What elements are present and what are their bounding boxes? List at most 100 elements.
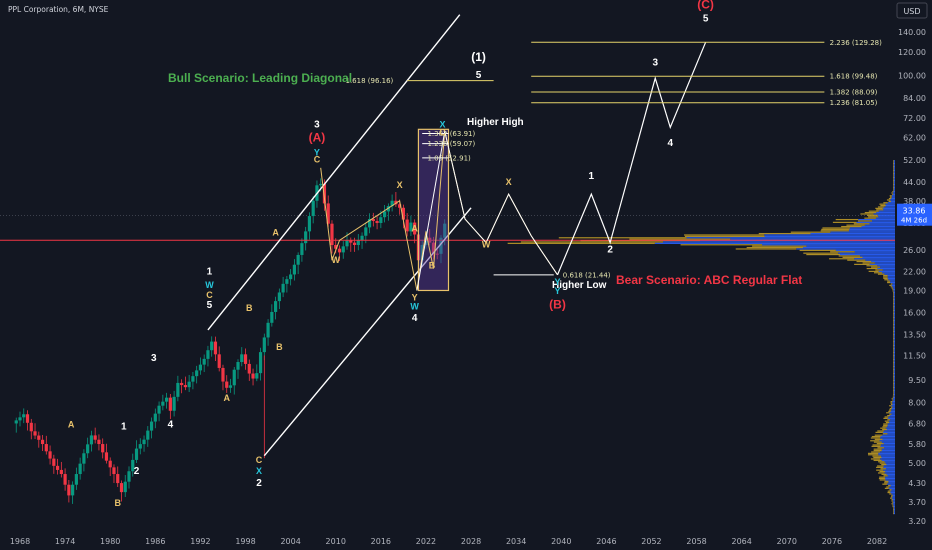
volume-profile-bar <box>875 217 895 219</box>
volume-profile-bar <box>849 228 895 230</box>
y-tick-label: 13.50 <box>903 331 926 340</box>
wave-label: 4 <box>168 419 174 430</box>
volume-profile-bar <box>876 209 884 211</box>
volume-profile-bar <box>867 452 879 454</box>
volume-profile-bar <box>829 258 855 260</box>
volume-profile-bar <box>893 183 895 186</box>
volume-profile-bar <box>892 403 895 405</box>
volume-profile-bar <box>893 386 895 389</box>
candle-body <box>67 484 71 496</box>
volume-profile-bar <box>893 372 894 375</box>
volume-profile-bar <box>893 165 894 167</box>
volume-profile-bar <box>871 260 895 263</box>
volume-profile-bar <box>893 165 895 167</box>
wave-label: (B) <box>549 298 566 312</box>
volume-profile-bar <box>893 328 895 330</box>
candle-body <box>439 237 443 254</box>
volume-profile-bar <box>892 290 894 292</box>
volume-profile-bar <box>881 449 895 452</box>
candle-body <box>281 283 285 293</box>
volume-profile-bar <box>888 480 895 482</box>
volume-profile-bar <box>893 329 895 331</box>
volume-profile-bar <box>885 477 895 480</box>
candle-body <box>74 474 78 485</box>
volume-profile-bar <box>893 179 894 181</box>
volume-profile-bar <box>893 396 895 398</box>
volume-profile-bar <box>752 245 807 247</box>
volume-profile-bar <box>893 164 894 166</box>
volume-profile-bar <box>893 322 894 324</box>
y-tick-label: 100.00 <box>898 72 926 81</box>
volume-profile-bar <box>889 493 892 495</box>
fib-level-label: 1.618 (96.16) <box>346 77 394 85</box>
volume-profile-bar <box>860 255 895 257</box>
y-tick-label: 62.00 <box>903 133 926 142</box>
volume-profile-bar <box>893 322 895 324</box>
candle-body <box>322 183 327 204</box>
volume-profile-bar <box>893 377 895 379</box>
volume-profile-bar <box>870 437 881 439</box>
volume-profile-bar <box>848 230 895 232</box>
volume-profile-bar <box>883 277 888 279</box>
volume-profile-bar <box>887 281 891 284</box>
volume-profile-bar <box>893 335 894 337</box>
wave-label: X <box>256 466 262 476</box>
y-tick-label: 26.00 <box>903 246 926 255</box>
volume-profile-bar <box>893 372 895 375</box>
wave-label: Y <box>314 147 320 157</box>
volume-profile-bar <box>893 364 894 366</box>
volume-profile-bar <box>893 172 895 174</box>
volume-profile-bar <box>854 251 895 253</box>
volume-profile-bar <box>893 175 895 177</box>
volume-profile-bar <box>893 193 895 195</box>
volume-profile-bar <box>835 249 895 251</box>
volume-profile-bar <box>893 347 895 349</box>
volume-profile-bar <box>893 358 894 361</box>
volume-profile-bar <box>866 265 878 267</box>
x-tick-label: 1998 <box>235 537 255 546</box>
volume-profile-bar <box>893 391 894 393</box>
volume-profile-bar <box>882 428 888 431</box>
volume-profile-bar <box>877 430 885 432</box>
volume-profile-bar <box>890 402 893 404</box>
wave-label: 2 <box>134 466 140 477</box>
volume-profile-bar <box>893 358 895 361</box>
y-tick-label: 22.00 <box>903 267 926 276</box>
volume-profile-bar <box>893 315 895 317</box>
candle-body <box>270 311 274 323</box>
volume-profile-bar <box>893 318 895 320</box>
volume-profile-bar <box>893 510 895 512</box>
volume-profile-bar <box>684 235 765 237</box>
volume-profile-bar <box>820 230 849 232</box>
candle-body <box>307 216 312 232</box>
volume-profile-bar <box>893 314 895 316</box>
volume-profile-bar <box>893 392 895 394</box>
volume-profile-bar <box>893 328 894 330</box>
candle-body <box>187 381 191 388</box>
wave-label: (C) <box>697 0 714 11</box>
volume-profile-bar <box>893 342 894 344</box>
x-tick-label: 2022 <box>416 537 436 546</box>
volume-profile-bar <box>893 294 894 296</box>
volume-profile-bar <box>663 241 895 243</box>
candle-body <box>277 292 281 302</box>
volume-profile-bar <box>870 458 881 460</box>
x-tick-label: 2040 <box>551 537 571 546</box>
volume-profile-bar <box>886 412 890 414</box>
candle-body <box>33 431 37 436</box>
volume-profile-bar <box>893 302 895 305</box>
x-tick-label: 2082 <box>867 537 887 546</box>
volume-profile-bar <box>893 399 895 401</box>
fib-level-label: 1.236 (59.07) <box>427 140 475 148</box>
candle-body <box>86 444 90 454</box>
volume-profile-bar <box>891 192 893 194</box>
volume-profile-bar <box>881 441 895 443</box>
volume-profile-bar <box>893 182 895 184</box>
y-tick-label: 52.00 <box>903 156 926 165</box>
volume-profile-bar <box>884 416 889 418</box>
volume-profile-bar <box>889 412 895 414</box>
currency-label[interactable]: USD <box>903 7 920 16</box>
volume-profile-bar <box>887 491 891 494</box>
volume-profile-bar <box>892 406 895 408</box>
